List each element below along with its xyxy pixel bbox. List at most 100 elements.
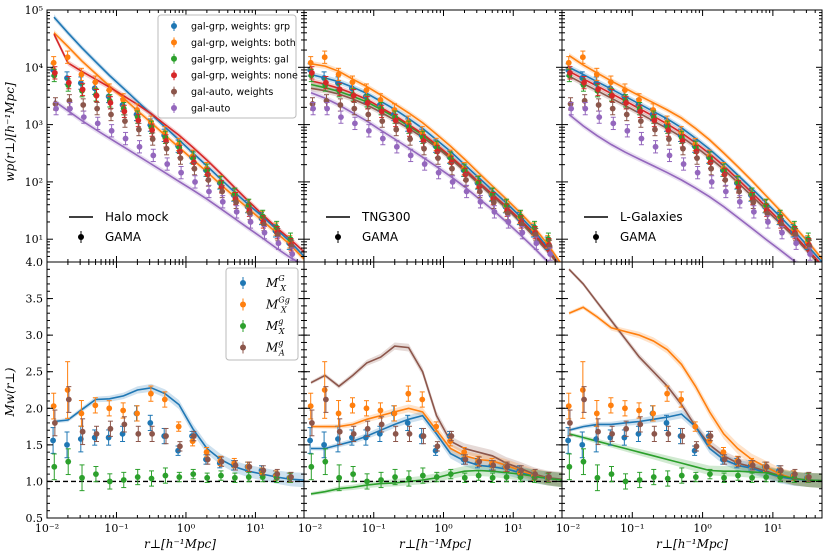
data-point-gal-auto — [379, 135, 386, 142]
legend-marker — [240, 323, 246, 329]
legend-label: gal-grp, weights: none — [191, 71, 298, 82]
x-tick-label: 10¹ — [246, 522, 264, 535]
data-point-gal-auto — [94, 120, 101, 127]
model-line-l-galaxies-auto — [568, 113, 798, 262]
model-band-l-galaxies-mxgg — [569, 305, 822, 488]
model-line-l-galaxies-none — [568, 70, 821, 262]
data-point-gal-auto — [736, 198, 743, 205]
data-point-mxg — [565, 437, 572, 444]
data-point-mag — [707, 433, 714, 439]
data-point-gal-auto — [624, 127, 631, 134]
data-point-mag — [392, 430, 399, 437]
data-point-mxg — [678, 472, 685, 479]
data-point-gal-grp-weights-none — [581, 79, 587, 86]
data-point-gal-grp-weights-both — [650, 107, 657, 113]
data-point-gal-auto — [247, 219, 254, 225]
data-point-mxg — [735, 472, 741, 479]
data-point-mxg — [147, 420, 154, 426]
data-point-gal-auto — [449, 178, 456, 185]
data-point-gal-auto — [519, 229, 526, 236]
data-point-mxg — [475, 472, 482, 479]
data-point-mxg — [162, 472, 169, 479]
data-point-mag — [490, 462, 497, 469]
data-point-mxg — [721, 474, 727, 481]
y-tick-label-bottom: 4.0 — [26, 256, 44, 269]
data-point-gal-grp-weights-none — [693, 148, 700, 155]
data-point-gal-auto-weights — [379, 118, 386, 125]
data-point-mxg — [378, 477, 384, 483]
legend-label: gal-grp, weights: grp — [191, 22, 290, 33]
data-point-mag — [476, 458, 483, 465]
data-point-mxg — [321, 441, 327, 448]
data-point-mag — [176, 443, 183, 450]
data-point-mxg — [664, 475, 671, 482]
data-point-mxgg — [419, 396, 426, 403]
data-point-gal-auto — [338, 114, 344, 121]
data-point-mxgg — [134, 410, 140, 417]
legend-data-label: GAMA — [362, 230, 399, 244]
data-point-mag — [805, 474, 812, 480]
data-point-mag — [322, 396, 329, 403]
data-point-gal-grp-weights-none — [721, 171, 728, 178]
data-point-mxgg — [579, 387, 586, 393]
data-point-gal-auto-weights — [637, 118, 644, 125]
data-point-mag — [135, 430, 142, 437]
data-point-mxg — [176, 474, 183, 480]
data-point-mag — [623, 425, 630, 432]
data-point-mxg — [461, 474, 468, 481]
data-point-mxg — [51, 463, 58, 470]
data-point-gal-auto-weights — [122, 118, 128, 125]
data-point-mxg — [608, 471, 615, 478]
data-point-gal-auto — [463, 188, 470, 195]
data-point-mxg — [566, 463, 573, 470]
data-point-mxg — [707, 471, 713, 478]
data-point-gal-auto — [206, 188, 212, 195]
data-point-mag — [93, 430, 100, 437]
data-point-gal-grp-weights-both — [593, 71, 600, 78]
data-point-gal-auto — [108, 127, 115, 134]
data-point-gal-auto-weights — [274, 231, 281, 238]
data-point-mag — [595, 428, 601, 435]
data-point-mxg — [134, 474, 141, 480]
data-point-mxgg — [203, 449, 210, 456]
data-point-gal-grp-weights-gal — [805, 236, 812, 243]
data-point-mxg — [763, 474, 770, 480]
legend-data-marker — [593, 234, 599, 240]
data-point-gal-grp-weights-none — [135, 117, 142, 124]
data-point-gal-auto-weights — [518, 221, 525, 228]
data-point-gal-grp-weights-both — [636, 96, 642, 103]
data-point-gal-auto-weights — [393, 126, 400, 133]
legend-model-label: TNG300 — [361, 210, 411, 224]
data-point-mxgg — [692, 423, 699, 430]
data-point-mxg — [503, 474, 510, 480]
data-point-mag — [581, 396, 587, 403]
legend-sup: g — [278, 317, 283, 326]
data-point-gal-grp-weights-none — [204, 171, 211, 178]
data-point-mxg — [404, 420, 411, 426]
y-axis-label-bottom: Mw(r⊥) — [3, 367, 17, 417]
data-point-gal-auto — [261, 229, 268, 236]
points-group-t0 — [50, 50, 296, 261]
data-point-gal-auto-weights — [595, 102, 602, 108]
data-point-gal-grp-weights-none — [434, 148, 441, 155]
data-point-gal-grp-weights-gal — [273, 224, 280, 231]
data-point-gal-auto-weights — [609, 105, 616, 112]
data-point-gal-grp-weights-none — [322, 79, 329, 86]
data-point-gal-grp-weights-none — [378, 108, 385, 115]
y-tick-label-bottom: 2.0 — [26, 402, 44, 415]
x-tick-label: 10¹ — [764, 522, 782, 535]
points-group-b2 — [565, 361, 812, 492]
data-point-mxgg — [50, 403, 57, 409]
data-point-mxg — [190, 471, 197, 478]
data-point-gal-grp-weights-both — [64, 54, 71, 61]
data-point-gal-auto-weights — [736, 188, 743, 195]
data-point-mxg — [93, 471, 99, 478]
data-point-gal-auto — [53, 105, 59, 112]
data-point-mxgg — [461, 449, 468, 456]
legend-data-label: GAMA — [620, 230, 657, 244]
model-line-l-galaxies-mxgg — [568, 306, 822, 482]
data-point-gal-auto — [477, 198, 484, 205]
model-band-tng--mxgg — [311, 404, 562, 488]
data-point-mxgg — [92, 402, 99, 409]
